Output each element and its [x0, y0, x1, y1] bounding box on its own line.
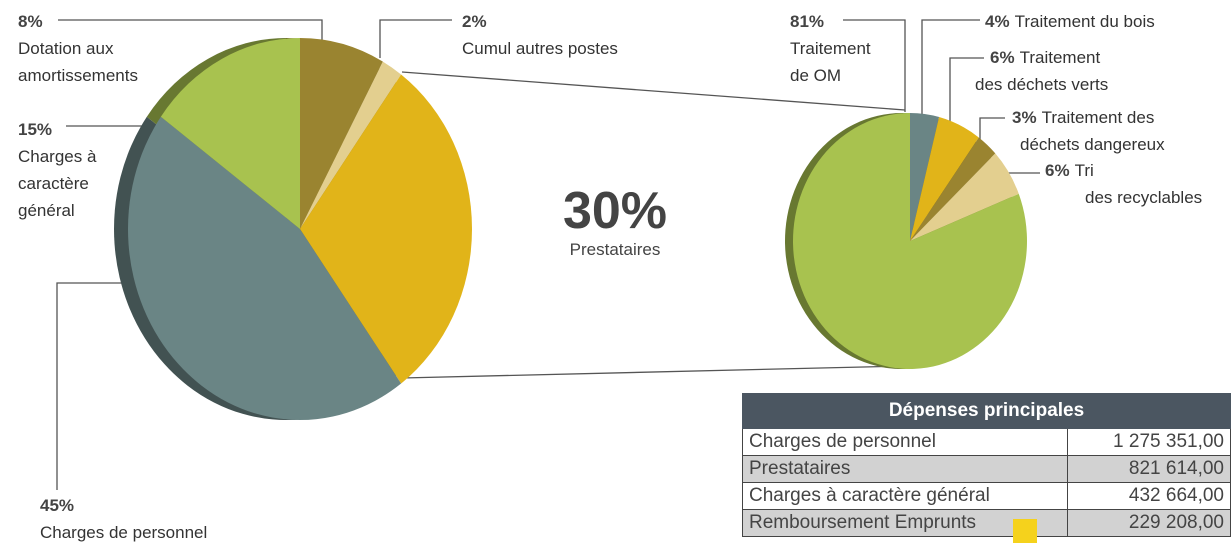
cell: 229 208,00	[1067, 509, 1231, 537]
slice-label: 4% Traitement du bois	[985, 8, 1155, 35]
slice	[910, 113, 940, 241]
slice-label: 3% Traitement des déchets dangereux	[1012, 104, 1165, 158]
slice	[910, 137, 996, 241]
slice	[793, 113, 1027, 369]
percent: 6%	[1045, 161, 1070, 180]
slice	[128, 116, 402, 420]
name: Traitement du bois	[1014, 12, 1155, 31]
slice-label: 6% Tri des recyclables	[1045, 157, 1202, 211]
name: Traitement des déchets verts	[975, 48, 1109, 94]
slice	[910, 117, 979, 241]
slice	[300, 74, 472, 384]
percent: 30%	[562, 182, 668, 240]
name: Traitement de OM	[790, 39, 871, 85]
name: Dotation aux amortissements	[18, 39, 138, 85]
cell: 432 664,00	[1067, 482, 1231, 510]
slice-label: 81% Traitement de OM	[790, 8, 871, 89]
slice-label: 8% Dotation aux amortissements	[18, 8, 138, 89]
cell: Charges de personnel	[742, 428, 1068, 456]
center-label: 30% Prestataires	[530, 182, 700, 260]
slice-label: 2% Cumul autres postes	[462, 8, 618, 62]
cell: 821 614,00	[1067, 455, 1231, 483]
slice	[160, 38, 300, 229]
slice	[910, 153, 1019, 241]
percent: 81%	[790, 12, 825, 31]
leader-lines	[56, 19, 1040, 490]
name: Traitement des déchets dangereux	[1020, 108, 1165, 154]
percent: 3%	[1012, 108, 1037, 127]
table: Dépenses principales Charges de personne…	[742, 393, 1231, 537]
name: Charges de personnel	[40, 523, 208, 542]
slice-label: 6% Traitement des déchets verts	[975, 44, 1108, 98]
percent: 8%	[18, 12, 43, 31]
percent: 15%	[18, 120, 53, 139]
table-title: Dépenses principales	[742, 393, 1231, 429]
slice	[300, 61, 402, 229]
pies	[114, 38, 1027, 420]
percent: 45%	[40, 496, 75, 515]
percent: 4%	[985, 12, 1010, 31]
cell: Charges à caractère général	[742, 482, 1068, 510]
slice	[300, 38, 383, 229]
name: Prestataires	[569, 240, 661, 259]
cell: Prestataires	[742, 455, 1068, 483]
slice-label: 45% Charges de personnel	[40, 492, 207, 546]
slice-label: 15% Charges à caractère général	[18, 116, 96, 224]
percent: 6%	[990, 48, 1015, 67]
percent: 2%	[462, 12, 487, 31]
name: Charges à caractère général	[18, 147, 97, 220]
cell: 1 275 351,00	[1067, 428, 1231, 456]
name: Tri des recyclables	[1074, 161, 1203, 207]
name: Cumul autres postes	[462, 39, 618, 58]
icon	[1013, 519, 1037, 543]
